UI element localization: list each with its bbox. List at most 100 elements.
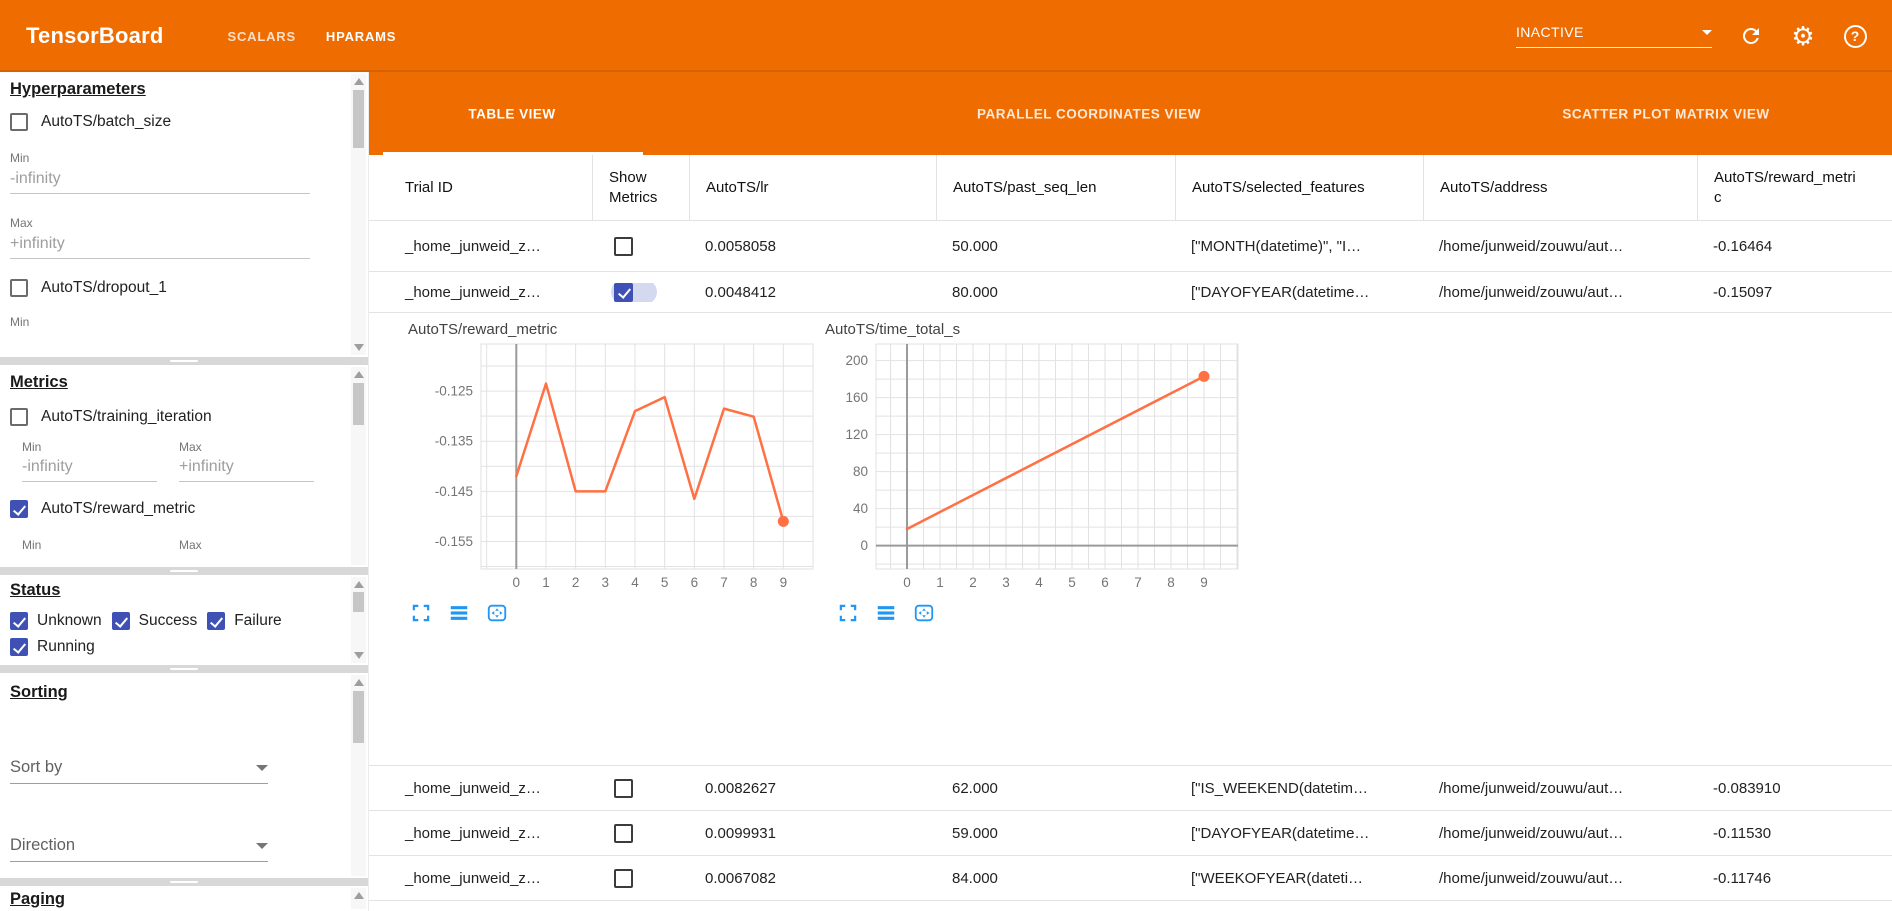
- past-seq-len-cell: 80.000: [952, 283, 998, 301]
- sidebar-section-hyperparameters: Hyperparameters AutoTS/batch_size Min -i…: [0, 72, 368, 357]
- show-metrics-checkbox[interactable]: [614, 868, 633, 888]
- svg-text:0: 0: [860, 538, 868, 553]
- status-filter-failure: Failure: [207, 612, 282, 630]
- success-checkbox[interactable]: [111, 612, 130, 630]
- run-status-dropdown[interactable]: INACTIVE: [1516, 24, 1712, 48]
- scroll-up-icon[interactable]: [354, 78, 364, 85]
- scroll-up-icon[interactable]: [354, 679, 364, 686]
- scroll-up-icon[interactable]: [354, 581, 364, 588]
- section-title-paging: Paging: [10, 890, 66, 908]
- section-scrollbar[interactable]: [351, 577, 366, 663]
- gear-icon[interactable]: ⚙: [1791, 21, 1815, 51]
- hparam-batch-size-row: AutoTS/batch_size: [10, 113, 358, 131]
- svg-text:-0.135: -0.135: [435, 434, 473, 449]
- section-resize-handle[interactable]: [0, 357, 368, 365]
- scroll-thumb[interactable]: [353, 90, 364, 148]
- training-iteration-label: AutoTS/training_iteration: [41, 408, 212, 425]
- line-chart[interactable]: 0 1 2 3 4 5 6 7 8 9 -0.125 -0.135 -0.145 -0.155: [419, 342, 821, 594]
- table-row: _home_junweid_z… 0.0067082 84.000 ["WEEK…: [369, 856, 1892, 901]
- status-checkbox-row: Running: [10, 638, 358, 656]
- sidebar-section-metrics: Metrics AutoTS/training_iteration Min -i…: [0, 365, 368, 567]
- show-metrics-checkbox[interactable]: [614, 823, 633, 843]
- line-chart[interactable]: 0 1 2 3 4 5 6 7 8 9 0 40 80 120 160 200: [839, 342, 1259, 594]
- show-metrics-checkbox[interactable]: [614, 282, 633, 302]
- section-title-metrics: Metrics: [10, 373, 68, 391]
- min-input[interactable]: -infinity: [10, 170, 310, 194]
- dropout-checkbox[interactable]: [10, 279, 28, 297]
- section-resize-handle[interactable]: [0, 567, 368, 575]
- refresh-icon[interactable]: [1738, 23, 1764, 49]
- fullscreen-icon[interactable]: [410, 602, 432, 624]
- svg-text:2: 2: [572, 575, 580, 590]
- reward-metric-checkbox[interactable]: [10, 500, 28, 518]
- scroll-up-icon[interactable]: [354, 371, 364, 378]
- svg-text:5: 5: [661, 575, 669, 590]
- reward-metric-label: AutoTS/reward_metric: [41, 500, 196, 517]
- scroll-down-icon[interactable]: [354, 344, 364, 351]
- max-input[interactable]: +infinity: [179, 458, 314, 482]
- direction-select[interactable]: Direction: [10, 836, 268, 862]
- section-scrollbar[interactable]: [351, 888, 366, 909]
- lr-cell: 0.0082627: [705, 779, 776, 797]
- status-label: Unknown: [37, 612, 102, 629]
- view-tab-scatter-plot-matrix-view[interactable]: SCATTER PLOT MATRIX VIEW: [1562, 106, 1770, 121]
- selected-features-cell: ["DAYOFYEAR(datetime…: [1191, 283, 1370, 301]
- show-metrics-checkbox[interactable]: [614, 236, 633, 256]
- trial-id-cell: _home_junweid_z…: [405, 237, 541, 255]
- view-list-icon[interactable]: [448, 602, 470, 624]
- clipped-min-label: Min: [22, 538, 42, 552]
- show-metrics-checkbox[interactable]: [614, 778, 633, 798]
- max-input[interactable]: +infinity: [10, 235, 310, 259]
- section-scrollbar[interactable]: [351, 74, 366, 355]
- section-title-sorting: Sorting: [10, 683, 68, 701]
- sort-by-select[interactable]: Sort by: [10, 758, 268, 784]
- view-tab-table-view[interactable]: TABLE VIEW: [468, 106, 556, 121]
- main-content: TABLE VIEW PARALLEL COORDINATES VIEW SCATT…: [368, 72, 1892, 911]
- running-checkbox[interactable]: [10, 638, 28, 656]
- section-scrollbar[interactable]: [351, 675, 366, 876]
- table-row: _home_junweid_z… 0.0048412 80.000 ["DAYO…: [369, 272, 1892, 313]
- max-label: Max: [179, 440, 202, 454]
- address-cell: /home/junweid/zouwu/aut…: [1439, 283, 1624, 301]
- scroll-thumb[interactable]: [353, 592, 364, 612]
- min-max-fields: Min -infinity Max +infinity: [22, 440, 358, 482]
- section-resize-handle[interactable]: [0, 878, 368, 886]
- training-iteration-checkbox[interactable]: [10, 408, 28, 426]
- nav-tab-hparams[interactable]: HPARAMS: [325, 28, 397, 44]
- min-input[interactable]: -infinity: [22, 458, 157, 482]
- view-list-icon[interactable]: [875, 602, 897, 624]
- svg-text:9: 9: [780, 575, 788, 590]
- scroll-up-icon[interactable]: [354, 892, 364, 899]
- section-scrollbar[interactable]: [351, 367, 366, 565]
- help-icon[interactable]: ?: [1842, 23, 1868, 49]
- reward-metric-cell: -0.16464: [1713, 237, 1773, 255]
- view-tab-parallel-coordinates-view[interactable]: PARALLEL COORDINATES VIEW: [976, 106, 1202, 121]
- failure-checkbox[interactable]: [207, 612, 226, 630]
- svg-text:200: 200: [845, 353, 868, 368]
- sidebar-section-sorting: Sorting Sort by Direction: [0, 673, 368, 878]
- metrics-charts-row: AutoTS/reward_metric 0 1 2 3 4 5 6 7 8 9 -0.125 -0.…: [369, 313, 1892, 766]
- section-resize-handle[interactable]: [0, 665, 368, 673]
- scroll-down-icon[interactable]: [354, 652, 364, 659]
- column-header: AutoTS/lr: [689, 155, 936, 220]
- column-header: AutoTS/past_seq_len: [936, 155, 1175, 220]
- unknown-checkbox[interactable]: [10, 612, 28, 630]
- svg-text:160: 160: [845, 390, 868, 405]
- svg-text:3: 3: [602, 575, 610, 590]
- status-label: Failure: [234, 612, 282, 629]
- nav-tab-scalars[interactable]: SCALARS: [227, 28, 296, 44]
- reward-metric-cell: -0.11746: [1713, 869, 1772, 887]
- status-checkbox-row: Unknown Success Failure: [10, 612, 358, 630]
- fullscreen-icon[interactable]: [837, 602, 859, 624]
- clipped-max-label: Max: [179, 538, 202, 552]
- show-metrics-cell: [592, 282, 689, 302]
- sidebar-section-paging: Paging: [0, 886, 368, 911]
- fit-to-domain-icon[interactable]: [913, 602, 935, 624]
- chart-title: AutoTS/reward_metric: [408, 321, 558, 338]
- scroll-thumb[interactable]: [353, 383, 364, 425]
- table-row: _home_junweid_z… 0.0058058 50.000 ["MONT…: [369, 221, 1892, 272]
- batch-size-checkbox[interactable]: [10, 113, 28, 131]
- metric-chart-block: AutoTS/time_total_s 0 1 2 3 4 5 6 7 8 9 0 40 80 120 16…: [825, 321, 1259, 624]
- fit-to-domain-icon[interactable]: [486, 602, 508, 624]
- scroll-thumb[interactable]: [353, 691, 364, 743]
